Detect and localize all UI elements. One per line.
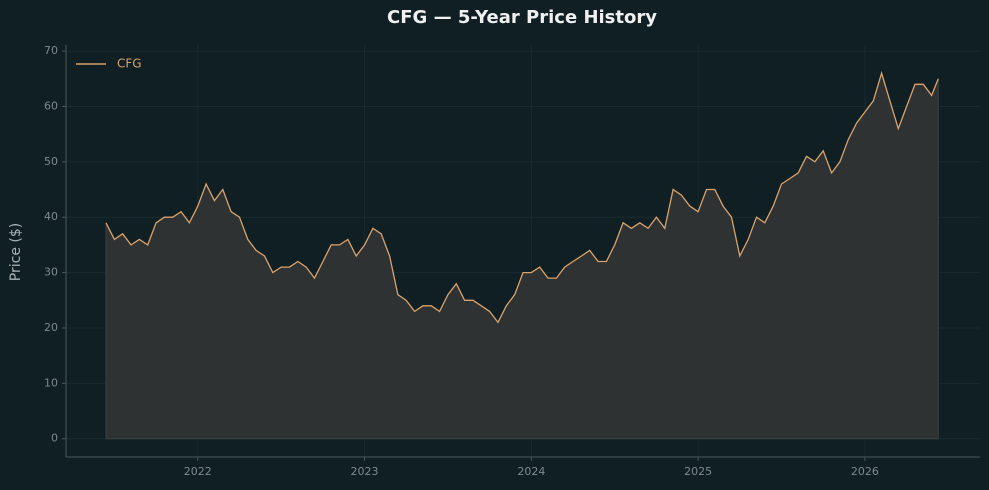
y-tick-label: 40 [44, 210, 58, 223]
x-tick-label: 2022 [184, 465, 212, 478]
line [105, 70, 939, 324]
y-tick-label: 10 [44, 376, 58, 389]
y-tick-label: 30 [44, 266, 58, 279]
y-tick-label: 70 [44, 44, 58, 57]
x-tick-label: 2024 [517, 465, 545, 478]
y-axis-label: Price ($) [8, 223, 24, 281]
chart-title: CFG — 5-Year Price History [387, 7, 657, 28]
x-tick-label: 2023 [351, 465, 379, 478]
area [105, 71, 939, 440]
x-tick-label: 2025 [684, 465, 712, 478]
legend-label: CFG [117, 57, 142, 71]
y-tick-label: 0 [51, 432, 58, 445]
y-tick-label: 20 [44, 321, 58, 334]
y-tick-label: 50 [44, 155, 58, 168]
x-tick-label: 2026 [851, 465, 879, 478]
y-tick-label: 60 [44, 99, 58, 112]
